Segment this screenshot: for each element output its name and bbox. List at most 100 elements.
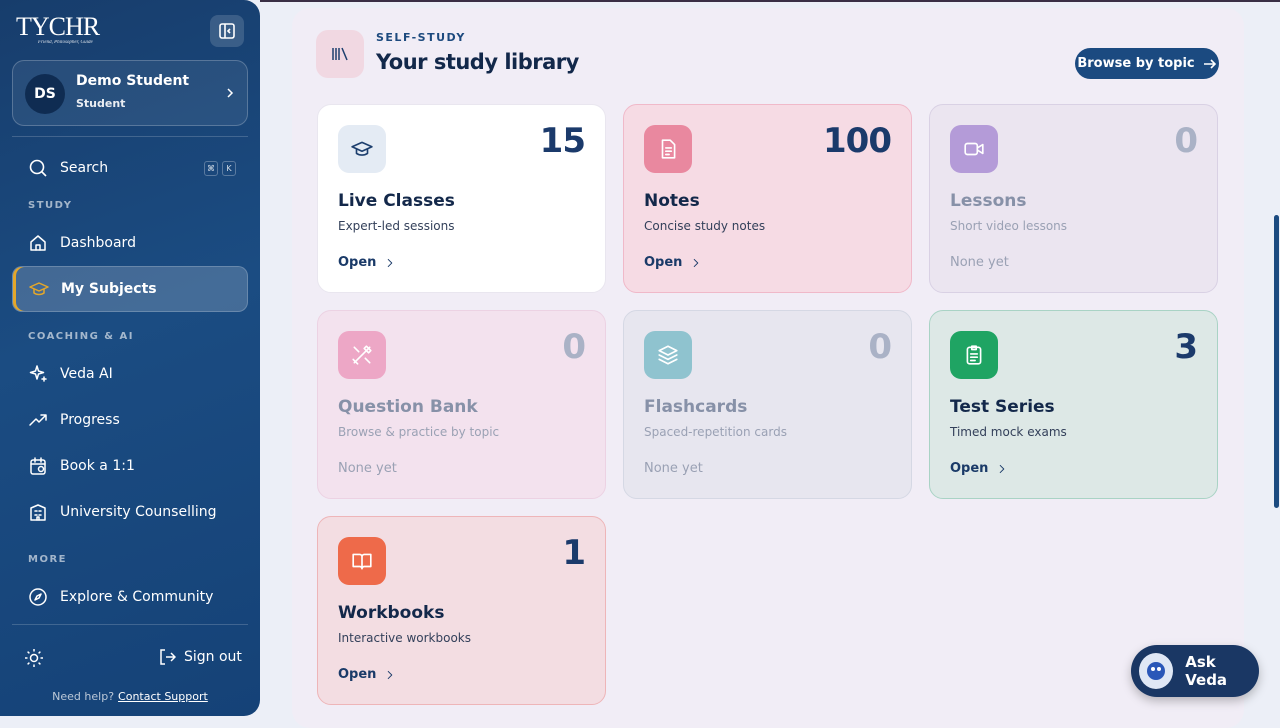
top-border	[260, 0, 1280, 2]
icon	[352, 345, 372, 365]
support-link[interactable]: Contact Support	[118, 690, 208, 703]
icon	[29, 365, 47, 382]
section-title: COACHING & AI	[28, 331, 134, 342]
open-label: Open	[338, 667, 377, 682]
veda-avatar	[1139, 653, 1174, 689]
card-icon	[338, 331, 386, 379]
icon	[29, 282, 49, 296]
card-count: 0	[1174, 121, 1198, 161]
nav-item[interactable]: My Subjects	[12, 266, 248, 312]
icon	[661, 139, 676, 159]
card-title: Lessons	[950, 191, 1027, 211]
open-label: Open	[644, 255, 683, 270]
icon	[351, 141, 373, 156]
library-panel: SELF-STUDY Your study library Browse by …	[292, 8, 1244, 728]
sign-out-label: Sign out	[184, 649, 242, 665]
library-card: 0 Question Bank Browse & practice by topic…	[317, 310, 606, 499]
card-description: Interactive workbooks	[338, 631, 471, 645]
search-label: Search	[60, 160, 109, 176]
books-icon	[332, 47, 348, 61]
open-label: Open	[950, 461, 989, 476]
search[interactable]: Search ⌘ K	[12, 145, 248, 191]
open-link[interactable]: Open	[338, 667, 396, 682]
card-count: 15	[539, 121, 586, 161]
divider	[12, 624, 248, 625]
nav-item[interactable]: Dashboard	[12, 220, 248, 266]
card-icon	[950, 125, 998, 173]
card-count: 100	[823, 121, 892, 161]
nav-label: Book a 1:1	[60, 458, 135, 474]
nav-item[interactable]: University Counselling	[12, 489, 248, 535]
nav-item[interactable]: Book a 1:1	[12, 443, 248, 489]
section-title: MORE	[28, 554, 67, 565]
help-text: Need help?	[52, 690, 115, 703]
library-card: 0 Flashcards Spaced-repetition cards None y…	[623, 310, 912, 499]
user-name: Demo Student	[76, 73, 190, 89]
nav-label: Veda AI	[60, 366, 113, 382]
nav-label: Dashboard	[60, 235, 136, 251]
collapse-button[interactable]	[210, 15, 244, 47]
icon	[29, 414, 47, 426]
user-role: Student	[76, 97, 126, 110]
nav-item[interactable]: Progress	[12, 397, 248, 443]
library-card[interactable]: 15 Live Classes Expert-led sessions Open	[317, 104, 606, 293]
icon	[966, 345, 982, 365]
user-card[interactable]: DS Demo Student Student	[12, 60, 248, 126]
section-title: STUDY	[28, 200, 73, 211]
logo-tagline: Friend, Philosopher, Guide	[38, 40, 93, 45]
search-icon	[29, 159, 47, 177]
ask-veda-button[interactable]: Ask Veda	[1131, 645, 1259, 697]
nav-item[interactable]: Veda AI	[12, 351, 248, 397]
library-card[interactable]: 1 Workbooks Interactive workbooks Open	[317, 516, 606, 705]
icon	[1000, 464, 1005, 473]
nav-label: My Subjects	[61, 281, 157, 297]
sign-out[interactable]: Sign out	[158, 648, 242, 666]
card-description: Concise study notes	[644, 219, 766, 233]
nav: Search ⌘ K STUDY Dashboard My Subjects COACH…	[12, 145, 248, 620]
logo[interactable]: TYCHR Friend, Philosopher, Guide	[16, 14, 106, 48]
library-card[interactable]: 100 Notes Concise study notes Open	[623, 104, 912, 293]
icon	[694, 258, 699, 267]
help: Need help? Contact Support	[0, 690, 260, 703]
card-title: Flashcards	[644, 397, 748, 417]
browse-label: Browse by topic	[1077, 56, 1195, 71]
key: K	[222, 160, 236, 176]
collapse-icon	[219, 23, 235, 39]
icon	[352, 553, 372, 570]
icon	[30, 235, 46, 251]
card-status: None yet	[338, 461, 397, 476]
ask-veda-label: Ask Veda	[1185, 653, 1228, 689]
open-label: Open	[338, 255, 377, 270]
icon	[964, 142, 984, 156]
card-description: Timed mock exams	[950, 425, 1067, 439]
card-title: Workbooks	[338, 603, 445, 623]
card-icon	[644, 331, 692, 379]
browse-button[interactable]: Browse by topic	[1075, 48, 1219, 79]
icon	[30, 504, 46, 521]
theme-toggle[interactable]	[24, 648, 44, 668]
card-title: Live Classes	[338, 191, 455, 211]
card-count: 3	[1174, 327, 1198, 367]
card-status: None yet	[644, 461, 703, 476]
open-link[interactable]: Open	[950, 461, 1008, 476]
card-count: 1	[562, 533, 586, 573]
library-icon	[316, 30, 364, 78]
card-description: Expert-led sessions	[338, 219, 455, 233]
card-title: Question Bank	[338, 397, 478, 417]
icon	[29, 588, 47, 606]
key: ⌘	[204, 160, 218, 176]
scrollbar	[1274, 215, 1279, 508]
sidebar: TYCHR Friend, Philosopher, Guide DS Demo…	[0, 0, 260, 716]
library-card[interactable]: 3 Test Series Timed mock exams Open	[929, 310, 1218, 499]
card-description: Short video lessons	[950, 219, 1068, 233]
open-link[interactable]: Open	[644, 255, 702, 270]
arrow	[1203, 58, 1216, 69]
card-count: 0	[868, 327, 892, 367]
eyebrow: SELF-STUDY	[376, 31, 466, 44]
nav-item[interactable]: Explore & Community	[12, 574, 248, 620]
open-link[interactable]: Open	[338, 255, 396, 270]
card-icon	[950, 331, 998, 379]
icon	[388, 670, 393, 679]
